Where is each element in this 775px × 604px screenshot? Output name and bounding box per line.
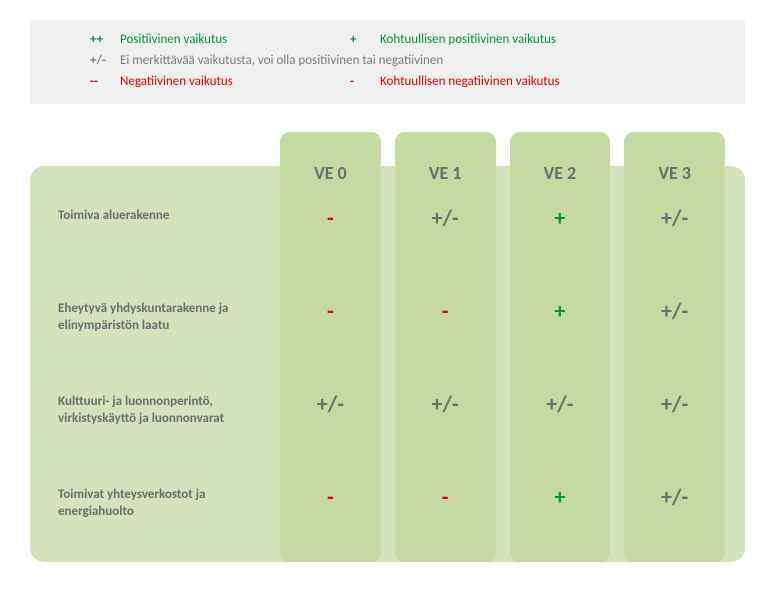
col-header: VE 2: [544, 132, 577, 190]
col-header: VE 1: [429, 132, 462, 190]
legend-item-double-minus: -- Negatiivinen vaikutus: [90, 72, 350, 93]
legend-row-neutral: +/- Ei merkittävää vaikutusta, voi olla …: [90, 51, 685, 72]
matrix-cell: -: [395, 469, 496, 562]
matrix-cell: +/-: [395, 376, 496, 469]
row-labels: Toimiva aluerakenne Eheytyvä yhdyskuntar…: [30, 190, 280, 562]
legend-symbol: --: [90, 72, 120, 93]
matrix-cell: +/-: [624, 469, 725, 562]
matrix-cell: +/-: [395, 190, 496, 283]
row-label-text: Kulttuuri- ja luonnonperintö, virkistysk…: [58, 394, 270, 427]
cell-col: +/- +/- +/- +/-: [624, 190, 725, 562]
matrix-cell: +/-: [624, 283, 725, 376]
matrix-cell: -: [280, 469, 381, 562]
matrix-cell: +: [510, 469, 611, 562]
matrix: VE 0 VE 1 VE 2 VE 3 Toimiva aluerakenne …: [30, 132, 745, 562]
row-label-text: Eheytyvä yhdyskuntarakenne ja elinympäri…: [58, 301, 270, 334]
matrix-cell: -: [280, 190, 381, 283]
legend-symbol: -: [350, 72, 380, 93]
matrix-cell: +/-: [280, 376, 381, 469]
legend-item-single-plus: + Kohtuullisen positiivinen vaikutus: [350, 30, 556, 51]
legend-item-neutral: +/- Ei merkittävää vaikutusta, voi olla …: [90, 51, 443, 72]
legend-symbol: +/-: [90, 51, 120, 72]
cell-col: +/- - +/- -: [395, 190, 496, 562]
matrix-cell: +: [510, 283, 611, 376]
legend-symbol: ++: [90, 30, 120, 51]
matrix-cell: +: [510, 190, 611, 283]
cell-col: + + +/- +: [510, 190, 611, 562]
cell-col: - - +/- -: [280, 190, 381, 562]
legend-text: Kohtuullisen positiivinen vaikutus: [380, 30, 556, 51]
matrix-cell: -: [395, 283, 496, 376]
matrix-cells: - - +/- - +/- - +/- - + + +/- + +/- +/- …: [280, 190, 725, 562]
col-header: VE 0: [314, 132, 347, 190]
legend-row-pos: ++ Positiivinen vaikutus + Kohtuullisen …: [90, 30, 685, 51]
legend-box: ++ Positiivinen vaikutus + Kohtuullisen …: [30, 20, 745, 104]
col-header: VE 3: [658, 132, 691, 190]
row-label-text: Toimiva aluerakenne: [58, 208, 169, 224]
legend-row-neg: -- Negatiivinen vaikutus - Kohtuullisen …: [90, 72, 685, 93]
row-label: Toimiva aluerakenne: [30, 190, 280, 283]
matrix-cell: +/-: [624, 190, 725, 283]
legend-text: Kohtuullisen negatiivinen vaikutus: [380, 72, 560, 93]
row-label: Kulttuuri- ja luonnonperintö, virkistysk…: [30, 376, 280, 469]
matrix-cell: -: [280, 283, 381, 376]
legend-text: Positiivinen vaikutus: [120, 30, 227, 51]
matrix-cell: +/-: [510, 376, 611, 469]
legend-item-double-plus: ++ Positiivinen vaikutus: [90, 30, 350, 51]
matrix-cell: +/-: [624, 376, 725, 469]
legend-item-single-minus: - Kohtuullisen negatiivinen vaikutus: [350, 72, 560, 93]
legend-text: Negatiivinen vaikutus: [120, 72, 233, 93]
row-label: Eheytyvä yhdyskuntarakenne ja elinympäri…: [30, 283, 280, 376]
row-label: Toimivat yhteysverkostot ja energiahuolt…: [30, 469, 280, 562]
legend-text: Ei merkittävää vaikutusta, voi olla posi…: [120, 51, 443, 72]
row-label-text: Toimivat yhteysverkostot ja energiahuolt…: [58, 487, 270, 520]
legend-symbol: +: [350, 30, 380, 51]
